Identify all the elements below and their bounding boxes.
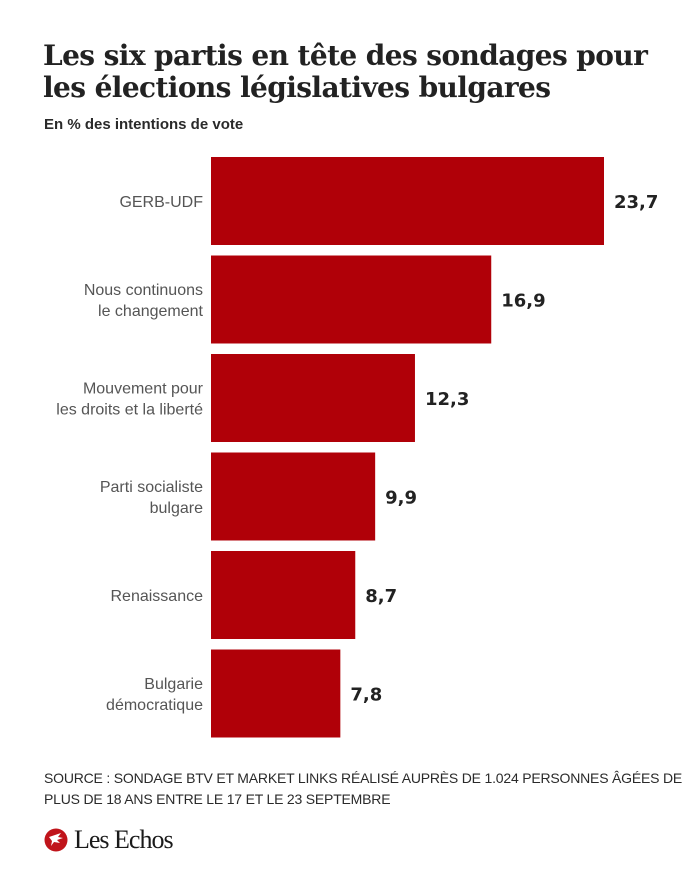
bar: [211, 551, 356, 639]
brand-logo: Les Echos: [44, 825, 174, 855]
category-label: Parti socialiste bulgare: [100, 479, 203, 517]
category-label: Nous continuons le changement: [84, 282, 204, 320]
value-label: 12,3: [425, 389, 469, 410]
category-label: GERB-UDF: [119, 194, 203, 211]
value-label: 16,9: [501, 291, 545, 312]
value-label: 8,7: [365, 586, 397, 607]
chart-subtitle: En % des intentions de vote: [44, 116, 244, 133]
category-label: Renaissance: [111, 588, 204, 605]
bar: [211, 452, 376, 541]
les-echos-logo-icon: [44, 828, 68, 852]
category-label: Bulgarie démocratique: [106, 676, 203, 714]
category-label: Mouvement pour les droits et la liberté: [56, 381, 203, 419]
bar: [211, 649, 341, 738]
chart-title: Les six partis en tête des sondages pour…: [43, 39, 648, 104]
bar: [211, 354, 415, 442]
bar-chart: 23,7 GERB-UDF 16,9 Nous continuons le change…: [56, 157, 658, 738]
value-label: 7,8: [350, 685, 382, 706]
value-label: 23,7: [614, 192, 658, 213]
bar: [211, 157, 604, 245]
brand-name: Les Echos: [74, 825, 174, 854]
source-note: SOURCE : SONDAGE BTV ET MARKET LINKS RÉA…: [44, 770, 682, 807]
bar: [211, 255, 492, 344]
value-label: 9,9: [385, 488, 417, 509]
